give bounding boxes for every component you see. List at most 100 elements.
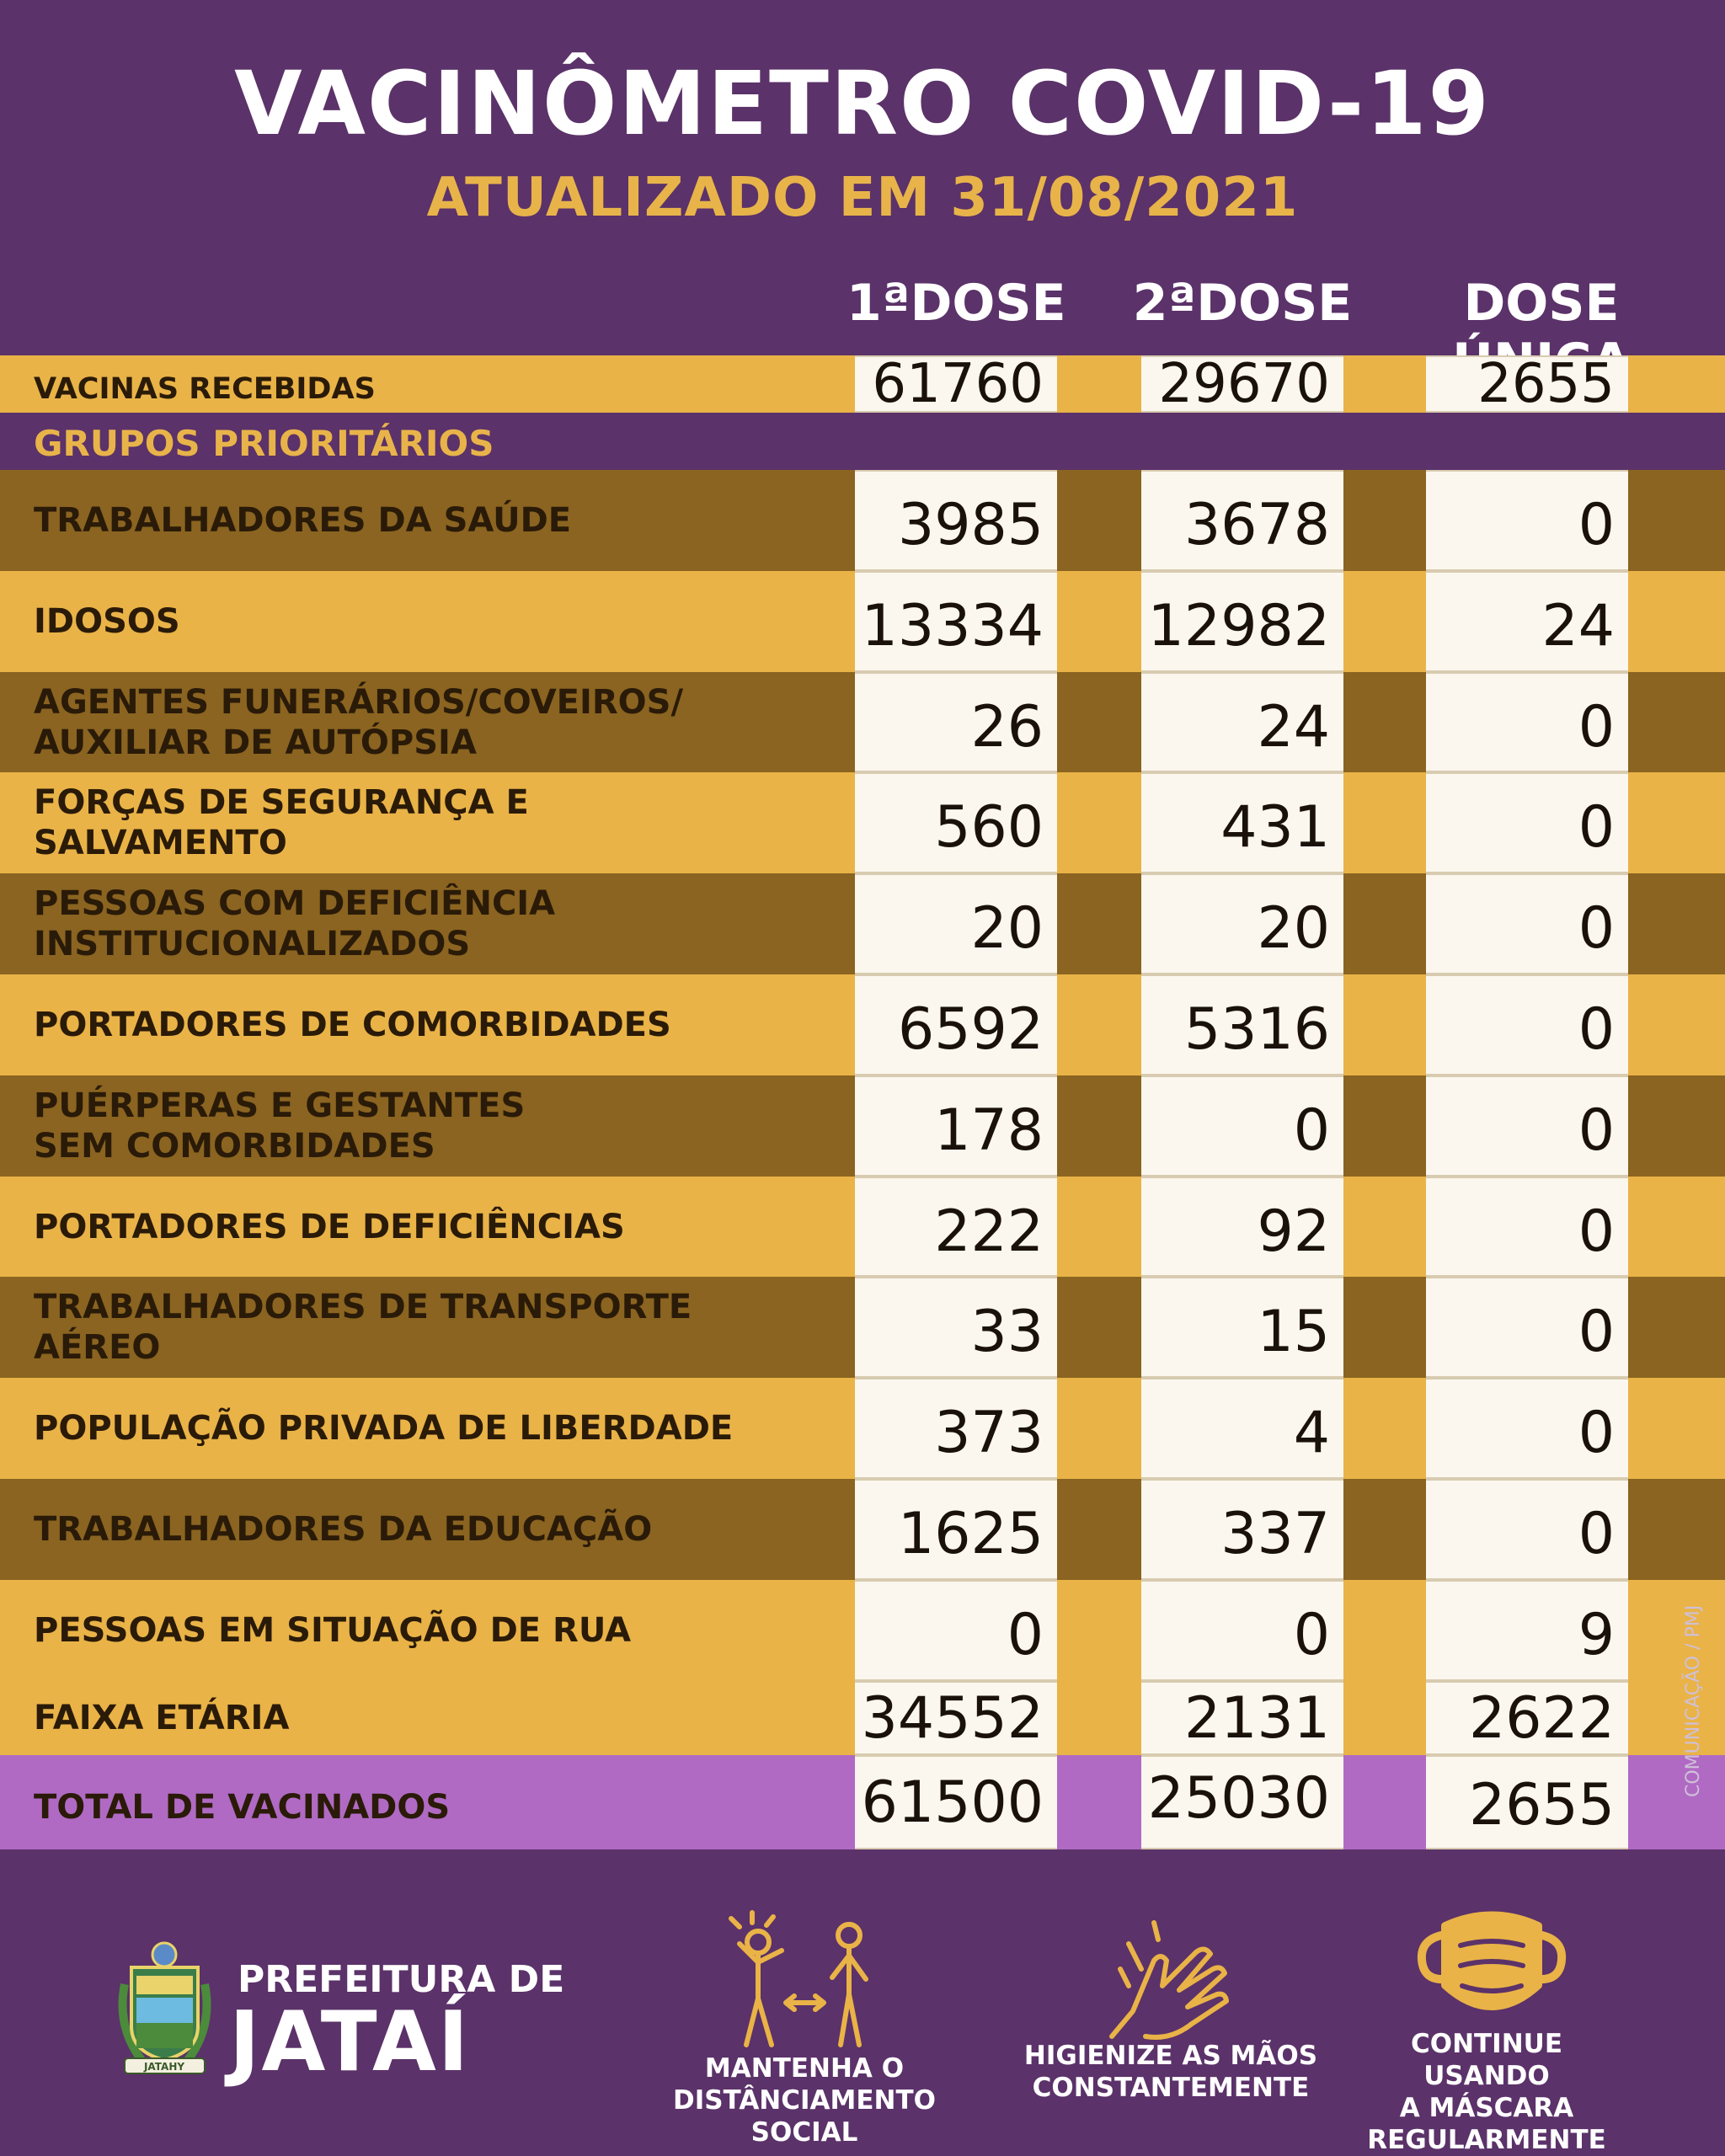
age-range-label: FAIXA ETÁRIA — [34, 1699, 290, 1737]
cell-second-dose: 0 — [1141, 1580, 1343, 1681]
table-row: POPULAÇÃO PRIVADA DE LIBERDADE 373 4 0 — [0, 1378, 1725, 1479]
header: VACINÔMETRO COVID-19 ATUALIZADO EM 31/08… — [0, 0, 1725, 392]
cell-single-dose: 0 — [1426, 1075, 1628, 1177]
hand-wash-icon — [1109, 1920, 1229, 2040]
cell-first-dose: 560 — [855, 772, 1057, 873]
cell-single-dose: 0 — [1426, 1378, 1628, 1479]
table-row: TRABALHADORES DA EDUCAÇÃO 1625 337 0 — [0, 1479, 1725, 1580]
table-row: AGENTES FUNERÁRIOS/COVEIROS/AUXILIAR DE … — [0, 672, 1725, 772]
cell-first-dose: 26 — [855, 672, 1057, 772]
section-header: GRUPOS PRIORITÁRIOS — [0, 413, 1725, 470]
tip-distance-line2: DISTÂNCIAMENTO SOCIAL — [672, 2085, 936, 2148]
page-title: VACINÔMETRO COVID-19 — [234, 52, 1491, 155]
age-range-row: FAIXA ETÁRIA 34552 2131 2622 — [0, 1681, 1725, 1755]
section-label: GRUPOS PRIORITÁRIOS — [34, 423, 494, 464]
total-label: TOTAL DE VACINADOS — [34, 1788, 451, 1827]
row-label: TRABALHADORES DA SAÚDE — [34, 500, 571, 541]
row-label: PESSOAS EM SITUAÇÃO DE RUA — [34, 1610, 631, 1651]
column-header-first-dose: 1ªDOSE — [846, 274, 1066, 333]
received-label: VACINAS RECEBIDAS — [34, 372, 376, 406]
face-mask-icon — [1417, 1911, 1567, 2010]
cell-first-dose: 0 — [855, 1580, 1057, 1681]
row-label: IDOSOS — [34, 601, 180, 642]
cell-single-dose: 0 — [1426, 1479, 1628, 1580]
tip-hands: HIGIENIZE AS MÃOS CONSTANTEMENTE — [1002, 2040, 1339, 2104]
row-label-line: POPULAÇÃO PRIVADA DE LIBERDADE — [34, 1409, 734, 1448]
table-row: PORTADORES DE DEFICIÊNCIAS 222 92 0 — [0, 1177, 1725, 1277]
row-label: TRABALHADORES DA EDUCAÇÃO — [34, 1509, 652, 1550]
cell-second-dose: 92 — [1141, 1177, 1343, 1277]
social-distance-icon — [729, 1910, 868, 2047]
tip-mask-line2: A MÁSCARA — [1399, 2093, 1574, 2123]
row-label-line: SALVAMENTO — [34, 824, 287, 862]
row-label-line: PUÉRPERAS E GESTANTES — [34, 1086, 526, 1125]
age-range-single-dose: 2622 — [1426, 1681, 1628, 1755]
age-range-first-dose: 34552 — [855, 1681, 1057, 1755]
row-label-line: SEM COMORBIDADES — [34, 1127, 435, 1166]
cell-first-dose: 33 — [855, 1277, 1057, 1378]
logo-line2: JATAÍ — [229, 1994, 471, 2090]
cell-single-dose: 0 — [1426, 1277, 1628, 1378]
cell-second-dose: 4 — [1141, 1378, 1343, 1479]
tip-hands-line2: CONSTANTEMENTE — [1032, 2073, 1310, 2103]
cell-second-dose: 12982 — [1141, 571, 1343, 672]
cell-second-dose: 431 — [1141, 772, 1343, 873]
cell-first-dose: 222 — [855, 1177, 1057, 1277]
row-label: PORTADORES DE COMORBIDADES — [34, 1005, 671, 1045]
table-row: PORTADORES DE COMORBIDADES 6592 5316 0 — [0, 974, 1725, 1075]
row-label: PESSOAS COM DEFICIÊNCIA INSTITUCIONALIZAD… — [34, 883, 555, 964]
table-row: PUÉRPERAS E GESTANTES SEM COMORBIDADES 178… — [0, 1075, 1725, 1177]
total-row: TOTAL DE VACINADOS 61500 25030 2655 — [0, 1755, 1725, 1849]
cell-second-dose: 337 — [1141, 1479, 1343, 1580]
row-label: PORTADORES DE DEFICIÊNCIAS — [34, 1207, 625, 1247]
row-label-line: PORTADORES DE COMORBIDADES — [34, 1006, 671, 1044]
cell-single-dose: 0 — [1426, 470, 1628, 571]
age-range-second-dose: 2131 — [1141, 1681, 1343, 1755]
tip-distance: MANTENHA O DISTÂNCIAMENTO SOCIAL — [623, 2052, 985, 2148]
received-first-dose: 61760 — [855, 355, 1057, 413]
tip-hands-line1: HIGIENIZE AS MÃOS — [1023, 2041, 1318, 2071]
row-label: FORÇAS DE SEGURANÇA E SALVAMENTO — [34, 782, 529, 863]
tip-mask-line3: REGULARMENTE — [1367, 2125, 1606, 2155]
city-seal-icon: JATAHY — [118, 1941, 211, 2074]
cell-second-dose: 0 — [1141, 1075, 1343, 1177]
table-row: TRABALHADORES DA SAÚDE 3985 3678 0 — [0, 470, 1725, 571]
total-second-dose: 25030 — [1141, 1755, 1343, 1849]
cell-single-dose: 9 — [1426, 1580, 1628, 1681]
received-single-dose: 2655 — [1426, 355, 1628, 413]
table-row: PESSOAS EM SITUAÇÃO DE RUA 0 0 9 — [0, 1580, 1725, 1681]
cell-first-dose: 6592 — [855, 974, 1057, 1075]
update-date: ATUALIZADO EM 31/08/2021 — [426, 167, 1299, 229]
received-row: VACINAS RECEBIDAS 61760 29670 2655 — [0, 355, 1725, 413]
row-label-line: FORÇAS DE SEGURANÇA E — [34, 783, 529, 822]
row-label-line: PORTADORES DE DEFICIÊNCIAS — [34, 1208, 625, 1246]
tip-mask: CONTINUE USANDO A MÁSCARA REGULARMENTE — [1343, 2028, 1630, 2156]
table-row: IDOSOS 13334 12982 24 — [0, 571, 1725, 672]
cell-single-dose: 0 — [1426, 873, 1628, 974]
cell-single-dose: 0 — [1426, 1177, 1628, 1277]
cell-first-dose: 178 — [855, 1075, 1057, 1177]
row-label: TRABALHADORES DE TRANSPORTE AÉREO — [34, 1287, 692, 1368]
total-single-dose: 2655 — [1426, 1755, 1628, 1849]
cell-second-dose: 3678 — [1141, 470, 1343, 571]
seal-label: JATAHY — [143, 2061, 184, 2073]
row-label: PUÉRPERAS E GESTANTES SEM COMORBIDADES — [34, 1086, 525, 1166]
cell-first-dose: 373 — [855, 1378, 1057, 1479]
row-label-line: INSTITUCIONALIZADOS — [34, 925, 471, 963]
table-row: TRABALHADORES DE TRANSPORTE AÉREO 33 15 0 — [0, 1277, 1725, 1378]
cell-second-dose: 15 — [1141, 1277, 1343, 1378]
table-row: FORÇAS DE SEGURANÇA E SALVAMENTO 560 431 0 — [0, 772, 1725, 873]
row-label-line: PESSOAS COM DEFICIÊNCIA — [34, 884, 556, 923]
cell-single-dose: 24 — [1426, 571, 1628, 672]
footer — [0, 1849, 1725, 2156]
table-row: PESSOAS COM DEFICIÊNCIA INSTITUCIONALIZAD… — [0, 873, 1725, 974]
cell-single-dose: 0 — [1426, 672, 1628, 772]
row-label-line: AUXILIAR DE AUTÓPSIA — [34, 723, 477, 762]
cell-first-dose: 1625 — [855, 1479, 1057, 1580]
cell-second-dose: 24 — [1141, 672, 1343, 772]
row-label-line: IDOSOS — [34, 602, 180, 641]
received-second-dose: 29670 — [1141, 355, 1343, 413]
cell-first-dose: 13334 — [855, 571, 1057, 672]
row-label-line: TRABALHADORES DA SAÚDE — [34, 501, 572, 540]
tip-distance-line1: MANTENHA O — [704, 2053, 905, 2084]
